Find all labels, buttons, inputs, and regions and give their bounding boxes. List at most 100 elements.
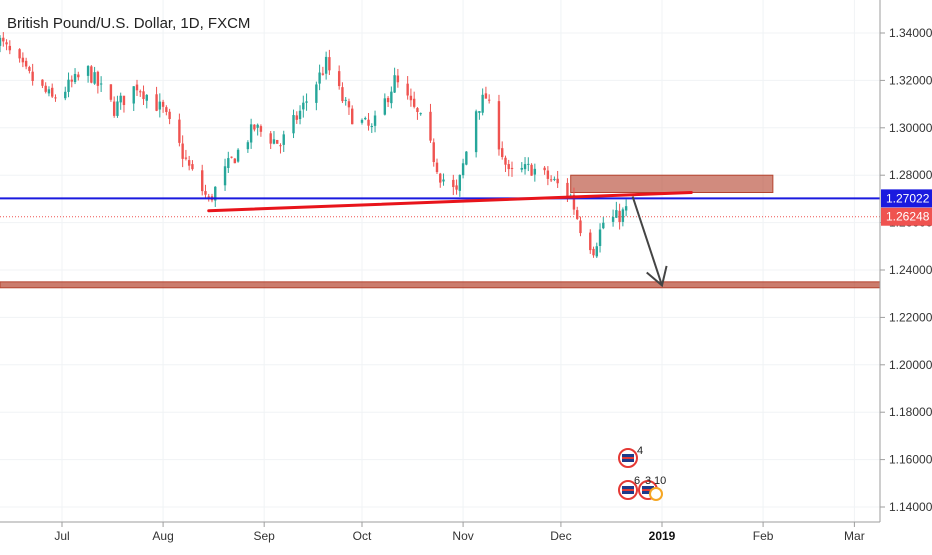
candle-body <box>259 126 263 132</box>
candle-body <box>589 232 592 251</box>
price-label-box <box>881 189 932 208</box>
candle-body <box>73 73 77 82</box>
candle-body <box>442 179 445 182</box>
candle-body <box>233 158 237 164</box>
candle-body <box>282 134 285 145</box>
candle-body <box>318 72 321 84</box>
candle-body <box>302 102 305 110</box>
candle-body <box>624 206 628 211</box>
price-tick-label: 1.14000 <box>889 500 932 514</box>
trendline <box>207 191 693 213</box>
price-tick-label: 1.20000 <box>889 358 932 372</box>
candle-body <box>367 119 370 126</box>
event-count: 4 <box>637 445 643 457</box>
candle-body <box>112 101 116 116</box>
candle-body <box>21 57 25 63</box>
candle-body <box>109 84 113 100</box>
candle-body <box>474 111 478 153</box>
candle-body <box>155 94 158 111</box>
candle-body <box>390 91 393 104</box>
arrow-shaft <box>631 196 663 286</box>
candle-body <box>396 75 400 83</box>
candle-body <box>465 151 468 165</box>
candle-body <box>507 164 510 170</box>
candle-body <box>435 162 439 173</box>
candle-body <box>393 75 396 93</box>
time-axis[interactable]: Jul Aug Sep Oct Nov Dec 2019 Feb Mar <box>54 522 865 543</box>
candle-body <box>337 71 341 87</box>
candle-body <box>165 107 168 112</box>
time-tick-label: Aug <box>152 529 173 543</box>
candle-body <box>18 49 21 59</box>
candle-body <box>227 158 230 168</box>
candle-body <box>191 164 194 170</box>
events[interactable]: 4 6 3 10 <box>618 445 666 501</box>
event-count: 10 <box>654 475 666 487</box>
candle-body <box>556 178 559 184</box>
candle-body <box>364 118 367 120</box>
candle-body <box>44 85 47 92</box>
candle-body <box>181 143 184 159</box>
candle-body <box>246 142 250 150</box>
time-tick-label: Jul <box>54 529 69 543</box>
time-tick-label: Feb <box>753 529 774 543</box>
candle-body <box>419 113 422 115</box>
candle-body <box>615 210 618 218</box>
candle-body <box>122 95 126 106</box>
candle-body <box>298 110 302 120</box>
candle-body <box>351 108 354 125</box>
candle-body <box>230 156 233 158</box>
candle-body <box>484 93 488 99</box>
grid <box>0 0 880 522</box>
time-tick-label: 2019 <box>649 529 676 543</box>
candle-body <box>321 73 325 75</box>
candle-body <box>523 164 527 170</box>
candle-body <box>621 209 625 222</box>
candle-body <box>611 216 615 222</box>
event-count: 3 <box>645 475 651 487</box>
candle-body <box>178 119 181 143</box>
candle-body <box>54 97 57 99</box>
candle-body <box>543 167 546 171</box>
candle-body <box>207 196 210 198</box>
candle-body <box>96 71 100 86</box>
candle-body <box>168 111 171 120</box>
event-count: 6 <box>634 475 640 487</box>
candle-body <box>99 83 103 85</box>
candle-body <box>458 174 462 191</box>
time-tick-label: Nov <box>452 529 473 543</box>
price-tick-label: 1.18000 <box>889 405 932 419</box>
candle-body <box>184 157 188 159</box>
candle-body <box>341 87 344 102</box>
candle-body <box>279 145 282 147</box>
price-tick-label: 1.34000 <box>889 26 932 40</box>
candles <box>0 32 628 259</box>
candle-body <box>295 115 298 120</box>
candle-body <box>461 163 465 176</box>
candle-body <box>305 101 308 103</box>
candle-body <box>530 164 533 176</box>
arrow-head <box>646 265 668 288</box>
candle-body <box>439 173 442 183</box>
candle-body <box>119 95 122 103</box>
time-tick-label: Sep <box>253 529 275 543</box>
candle-body <box>135 84 139 91</box>
candle-body <box>158 101 162 110</box>
event-badge-extra[interactable] <box>649 487 663 501</box>
candle-body <box>386 97 390 103</box>
candle-body <box>67 79 70 92</box>
price-tick-label: 1.24000 <box>889 263 932 277</box>
candle-body <box>41 79 44 86</box>
time-tick-label: Mar <box>844 529 865 543</box>
candle-body <box>253 124 256 130</box>
chart-title: British Pound/U.S. Dollar, 1D, FXCM <box>7 15 250 32</box>
candle-body <box>8 45 12 51</box>
candle-body <box>501 148 504 158</box>
candle-body <box>602 222 605 229</box>
candle-body <box>328 57 331 71</box>
price-axis[interactable]: 1.340001.320001.300001.280001.260001.240… <box>880 26 932 514</box>
candle-body <box>145 94 148 101</box>
candle-body <box>139 91 142 93</box>
